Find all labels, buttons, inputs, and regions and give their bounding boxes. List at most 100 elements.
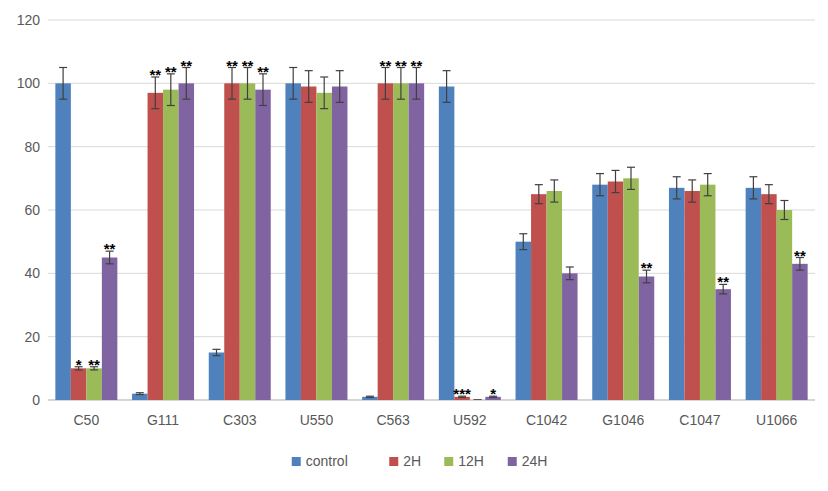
error-bar	[596, 174, 604, 196]
significance-label: **	[242, 57, 254, 74]
bar	[393, 83, 409, 400]
bar	[439, 87, 455, 401]
significance-label: **	[226, 57, 238, 74]
error-bar	[780, 201, 788, 220]
error-bar	[474, 400, 482, 401]
error-bar	[535, 185, 543, 204]
bar	[531, 194, 547, 400]
legend-label: control	[306, 453, 348, 469]
bar	[777, 210, 793, 400]
error-bar	[673, 177, 681, 199]
bar	[746, 188, 762, 400]
error-bar	[749, 177, 757, 199]
error-bar	[320, 77, 328, 109]
x-tick-label: U550	[300, 412, 334, 428]
error-bar	[305, 71, 313, 103]
error-bar	[519, 234, 527, 250]
y-tick-label: 100	[17, 75, 41, 91]
bar	[792, 264, 808, 400]
legend: control 2H 12H 24H	[292, 453, 548, 469]
error-bar	[136, 393, 144, 395]
x-tick-label: C50	[74, 412, 100, 428]
significance-label: **	[641, 259, 653, 276]
y-tick-label: 0	[32, 392, 40, 408]
error-bar	[289, 68, 297, 100]
bar	[132, 394, 148, 400]
significance-label: **	[380, 57, 392, 74]
bar	[700, 185, 716, 400]
bar	[148, 93, 164, 400]
x-tick-label: G1046	[602, 412, 644, 428]
bar	[285, 83, 301, 400]
significance-label: *	[76, 356, 82, 373]
x-tick-label: C1047	[679, 412, 720, 428]
bar	[623, 178, 639, 400]
bar	[55, 83, 71, 400]
error-bar	[566, 267, 574, 280]
significance-label: **	[257, 63, 269, 80]
x-tick-label: C303	[223, 412, 257, 428]
bar	[255, 90, 271, 400]
bar	[608, 182, 624, 401]
bar	[547, 191, 563, 400]
bar	[669, 188, 685, 400]
bar	[209, 353, 225, 401]
grid-line	[48, 83, 815, 84]
legend-label: 24H	[522, 453, 548, 469]
x-tick-label: C563	[376, 412, 410, 428]
bar	[684, 191, 700, 400]
chart: 020406080100120*************************…	[0, 0, 828, 491]
bar	[639, 277, 655, 401]
bar	[715, 289, 731, 400]
bar	[316, 93, 332, 400]
significance-label: **	[149, 66, 161, 83]
y-tick-label: 120	[17, 12, 41, 28]
significance-label: **	[180, 57, 192, 74]
legend-swatch	[444, 457, 453, 466]
error-bar	[443, 71, 451, 103]
error-bar	[704, 174, 712, 196]
bar	[409, 83, 425, 400]
error-bar	[688, 180, 696, 202]
significance-label: **	[411, 57, 423, 74]
bar	[102, 258, 118, 401]
y-tick-label: 40	[24, 265, 40, 281]
bar	[378, 83, 394, 400]
legend-label: 2H	[403, 453, 421, 469]
significance-label: **	[165, 63, 177, 80]
error-bar	[612, 170, 620, 192]
x-tick-label: G111	[147, 412, 179, 428]
annotations: *********************************	[76, 57, 806, 403]
legend-swatch	[389, 457, 398, 466]
bar	[592, 185, 608, 400]
bar	[516, 242, 532, 400]
bar	[224, 83, 240, 400]
error-bar	[336, 71, 344, 103]
significance-label: **	[104, 240, 116, 257]
significance-label: **	[794, 247, 806, 264]
legend-swatch	[292, 457, 301, 466]
error-bar	[550, 180, 558, 202]
error-bar	[59, 68, 67, 100]
legend-label: 12H	[458, 453, 484, 469]
y-tick-label: 20	[24, 329, 40, 345]
x-tick-label: C1042	[526, 412, 567, 428]
bar	[470, 400, 486, 401]
x-tick-label: U592	[453, 412, 487, 428]
significance-label: **	[717, 273, 729, 290]
significance-label: *	[490, 385, 496, 402]
bar	[362, 397, 378, 400]
error-bar	[765, 185, 773, 204]
bar	[86, 368, 102, 400]
significance-label: **	[88, 356, 100, 373]
bar	[562, 273, 578, 400]
error-bar	[366, 396, 374, 397]
bars	[55, 68, 807, 401]
bar	[761, 194, 777, 400]
bar	[71, 368, 87, 400]
error-bar	[627, 167, 635, 189]
bar	[179, 83, 195, 400]
x-tick-label: U1066	[756, 412, 797, 428]
significance-label: **	[395, 57, 407, 74]
legend-swatch	[508, 457, 517, 466]
